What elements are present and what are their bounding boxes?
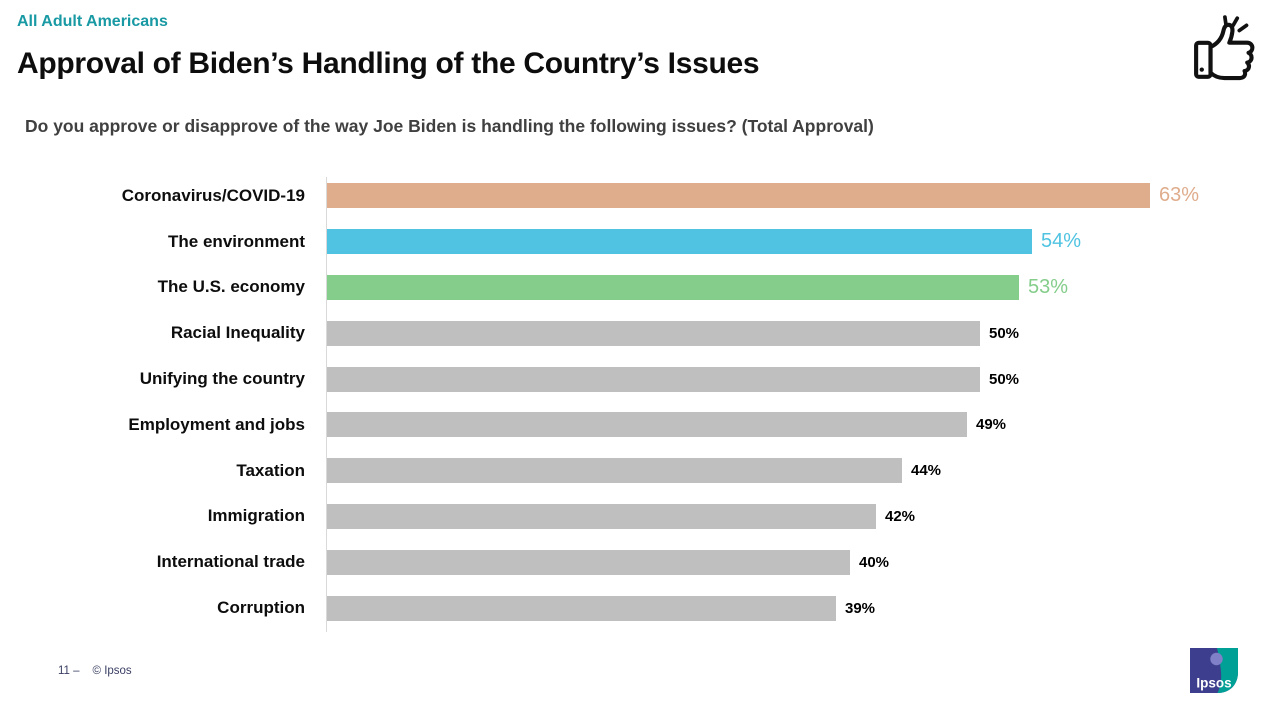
category-label: Coronavirus/COVID-19: [121, 185, 305, 205]
bar-track: 42%: [327, 503, 1280, 529]
bar: [327, 595, 836, 621]
bar-track: 44%: [327, 458, 1280, 484]
slide-footer: 11 – © Ipsos: [58, 665, 132, 677]
ipsos-logo: Ipsos: [1190, 648, 1238, 693]
value-label: 39%: [845, 599, 876, 617]
thumbs-up-icon: [1192, 14, 1264, 82]
chart-row: The U.S. economy 53%: [0, 265, 1280, 311]
bar-chart: Coronavirus/COVID-19 63% The environment 54…: [0, 173, 1280, 632]
category-label: Racial Inequality: [170, 323, 305, 343]
chart-row: Immigration 42%: [0, 494, 1280, 540]
survey-question: Do you approve or disapprove of the way …: [25, 116, 874, 136]
page-number: 11 –: [58, 665, 80, 677]
value-label: 63%: [1159, 184, 1200, 207]
category-label: Corruption: [217, 598, 305, 618]
bar: [327, 458, 902, 484]
value-label: 53%: [1028, 275, 1069, 298]
bar: [327, 503, 876, 529]
category-label: Employment and jobs: [128, 414, 305, 434]
bar: [327, 229, 1032, 255]
bar-track: 49%: [327, 412, 1280, 438]
bar-track: 50%: [327, 320, 1280, 346]
svg-text:Ipsos: Ipsos: [1196, 676, 1231, 691]
chart-axis-line: [326, 177, 327, 632]
category-label: Immigration: [207, 506, 305, 526]
chart-row: International trade 40%: [0, 539, 1280, 585]
bar: [327, 366, 980, 392]
chart-row: Racial Inequality 50%: [0, 310, 1280, 356]
bar-track: 53%: [327, 274, 1280, 300]
value-label: 50%: [989, 324, 1020, 342]
bar: [327, 274, 1019, 300]
page-title: Approval of Biden’s Handling of the Coun…: [17, 47, 760, 80]
category-label: Taxation: [236, 460, 305, 480]
category-label: The environment: [168, 231, 305, 251]
chart-row: Coronavirus/COVID-19 63%: [0, 173, 1280, 219]
category-label: The U.S. economy: [157, 277, 305, 297]
category-label: Unifying the country: [139, 369, 305, 389]
bar-track: 50%: [327, 366, 1280, 392]
category-label: International trade: [156, 552, 305, 572]
bar-track: 40%: [327, 549, 1280, 575]
value-label: 54%: [1041, 230, 1082, 253]
audience-label: All Adult Americans: [17, 13, 168, 30]
value-label: 44%: [911, 462, 942, 480]
bar-track: 63%: [327, 183, 1280, 209]
bar: [327, 412, 967, 438]
bar: [327, 549, 850, 575]
value-label: 50%: [989, 370, 1020, 388]
chart-row: Taxation 44%: [0, 448, 1280, 494]
bar-track: 39%: [327, 595, 1280, 621]
chart-row: Employment and jobs 49%: [0, 402, 1280, 448]
chart-row: The environment 54%: [0, 219, 1280, 265]
copyright-text: © Ipsos: [92, 665, 132, 677]
chart-rows: Coronavirus/COVID-19 63% The environment 54…: [0, 173, 1280, 631]
bar: [327, 320, 980, 346]
value-label: 42%: [885, 507, 916, 525]
value-label: 40%: [859, 553, 890, 571]
value-label: 49%: [976, 416, 1007, 434]
bar-track: 54%: [327, 229, 1280, 255]
chart-row: Corruption 39%: [0, 585, 1280, 631]
chart-row: Unifying the country 50%: [0, 356, 1280, 402]
bar: [327, 183, 1150, 209]
